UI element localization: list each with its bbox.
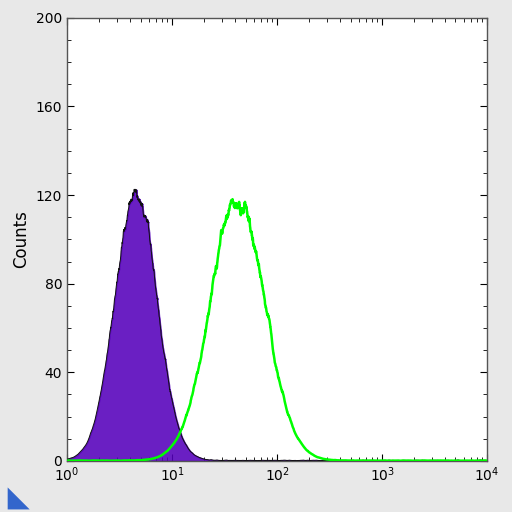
- Y-axis label: Counts: Counts: [12, 210, 30, 268]
